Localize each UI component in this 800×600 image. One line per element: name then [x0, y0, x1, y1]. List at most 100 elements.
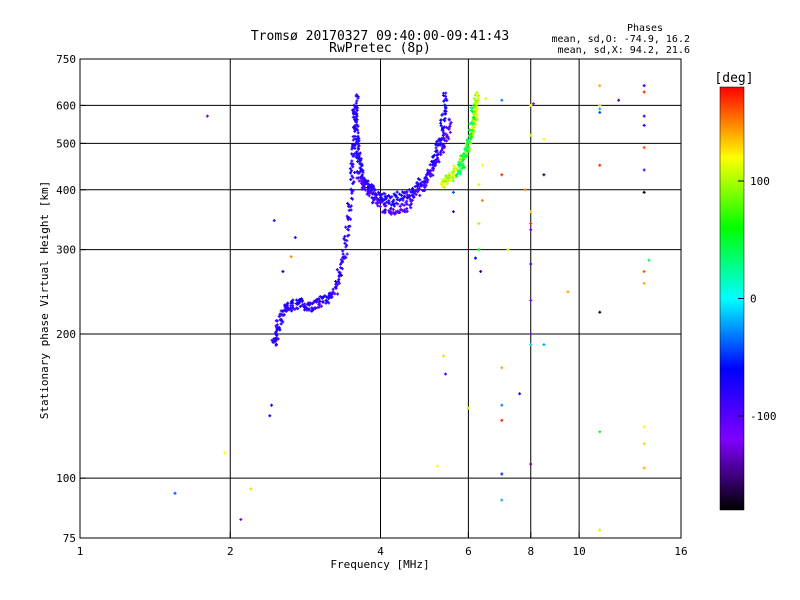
data-point [484, 97, 488, 101]
data-point [444, 105, 448, 109]
data-point [401, 209, 405, 213]
data-point [444, 372, 448, 376]
data-point [357, 159, 361, 163]
data-point [303, 302, 307, 306]
data-point [300, 298, 304, 302]
data-point [392, 204, 396, 208]
data-point [437, 142, 441, 146]
data-point [383, 211, 387, 215]
data-point [353, 146, 357, 150]
data-point [364, 179, 368, 183]
data-point [268, 414, 272, 418]
data-point [444, 182, 448, 186]
data-point [349, 208, 353, 212]
data-point [418, 182, 422, 186]
colorbar-tick-label: 0 [750, 293, 757, 306]
data-point [443, 145, 447, 149]
data-point [529, 298, 533, 302]
data-point [361, 170, 365, 174]
chart-title: Tromsø 20170327 09:40:00-09:41:43 [251, 29, 509, 44]
y-axis-label: Stationary phase Virtual Height [km] [38, 181, 51, 419]
data-point [328, 293, 332, 297]
data-point [398, 192, 402, 196]
data-point [391, 208, 395, 212]
data-point [467, 145, 471, 149]
data-point [398, 208, 402, 212]
data-point [337, 275, 341, 279]
data-point [434, 160, 438, 164]
x-tick-label: 1 [77, 545, 84, 558]
data-point [333, 292, 337, 296]
y-tick-label: 600 [56, 99, 76, 112]
x-tick-label: 16 [674, 545, 687, 558]
data-point [281, 309, 285, 313]
data-point [441, 127, 445, 131]
phase-stats-o-mode: mean, sd,O: -74.9, 16.2 [552, 34, 690, 45]
colorbar-tick-label: 100 [750, 175, 770, 188]
data-point [642, 466, 646, 470]
data-point [472, 112, 476, 116]
data-point [439, 141, 443, 145]
grid-lines [80, 59, 681, 538]
data-point [444, 132, 448, 136]
data-point [353, 118, 357, 122]
data-point [477, 183, 481, 187]
data-point [475, 92, 479, 96]
data-point [385, 200, 389, 204]
data-point [529, 133, 533, 137]
data-point [440, 148, 444, 152]
data-point [223, 451, 227, 455]
data-point [295, 302, 299, 306]
data-point [387, 194, 391, 198]
data-point [448, 130, 452, 134]
data-point [402, 195, 406, 199]
data-point [357, 144, 361, 148]
data-point [642, 168, 646, 172]
data-point [444, 174, 448, 178]
data-point [337, 270, 341, 274]
data-point [275, 319, 279, 323]
data-point [407, 193, 411, 197]
data-point [420, 184, 424, 188]
data-point [297, 301, 301, 305]
data-point [598, 107, 602, 111]
data-point [398, 210, 402, 214]
x-tick-label: 8 [527, 545, 534, 558]
data-point [173, 491, 177, 495]
data-point [388, 211, 392, 215]
data-point [343, 234, 347, 238]
data-point [469, 132, 473, 136]
data-point [359, 175, 363, 179]
data-point [357, 155, 361, 159]
data-point [529, 228, 533, 232]
data-point [286, 301, 290, 305]
data-point [279, 318, 283, 322]
data-point [506, 248, 510, 252]
data-point [367, 194, 371, 198]
data-point [422, 181, 426, 185]
data-point [378, 205, 382, 209]
data-point [477, 248, 481, 252]
data-point [317, 300, 321, 304]
data-point [470, 128, 474, 132]
data-point [542, 173, 546, 177]
data-point [278, 312, 282, 316]
data-point [288, 306, 292, 310]
data-point [348, 171, 352, 175]
data-point [435, 464, 439, 468]
data-point [275, 327, 279, 331]
data-point [274, 330, 278, 334]
data-point [348, 224, 352, 228]
data-point [440, 185, 444, 189]
data-point [598, 103, 602, 107]
data-point [457, 161, 461, 165]
data-point [472, 104, 476, 108]
data-point [461, 162, 465, 166]
data-point [290, 309, 294, 313]
data-point [356, 176, 360, 180]
data-point [432, 153, 436, 157]
data-point [447, 137, 451, 141]
data-point [410, 198, 414, 202]
data-point [316, 305, 320, 309]
data-point [340, 267, 344, 271]
